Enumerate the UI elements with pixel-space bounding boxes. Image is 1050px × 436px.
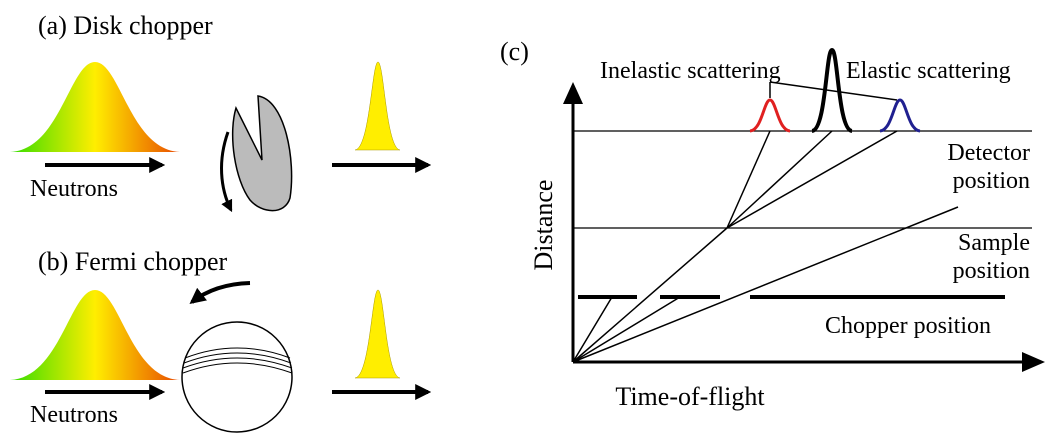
fermi-chopper — [182, 322, 292, 432]
label: position — [953, 258, 1030, 284]
label: position — [953, 168, 1030, 194]
pulse — [355, 290, 400, 378]
label: Neutrons — [30, 402, 118, 428]
label: Inelastic scattering — [600, 58, 781, 84]
axis-arrow — [563, 82, 583, 104]
pulse — [355, 62, 400, 150]
label: Neutrons — [30, 176, 118, 202]
label: Elastic scattering — [846, 58, 1011, 84]
disk — [233, 96, 292, 211]
inelastic-peak — [750, 100, 790, 131]
figure: (a) Disk chopper Neutrons (b) Fermi chop… — [0, 0, 1050, 436]
panel-title: (c) — [500, 37, 529, 66]
axis-label: Distance — [529, 180, 558, 271]
axis-arrow — [1022, 352, 1045, 372]
panel-title: (b) Fermi chopper — [38, 247, 228, 276]
label: Detector — [947, 140, 1030, 166]
rotation-arrow — [192, 283, 250, 302]
label: Sample — [958, 230, 1030, 256]
axis-label: Time-of-flight — [615, 382, 765, 411]
rotation-arrow — [222, 132, 231, 210]
spectrum — [10, 290, 180, 380]
label: Chopper position — [825, 313, 991, 339]
inelastic-peak — [880, 100, 920, 131]
panel-title: (a) Disk chopper — [38, 11, 213, 40]
spectrum — [10, 62, 180, 152]
